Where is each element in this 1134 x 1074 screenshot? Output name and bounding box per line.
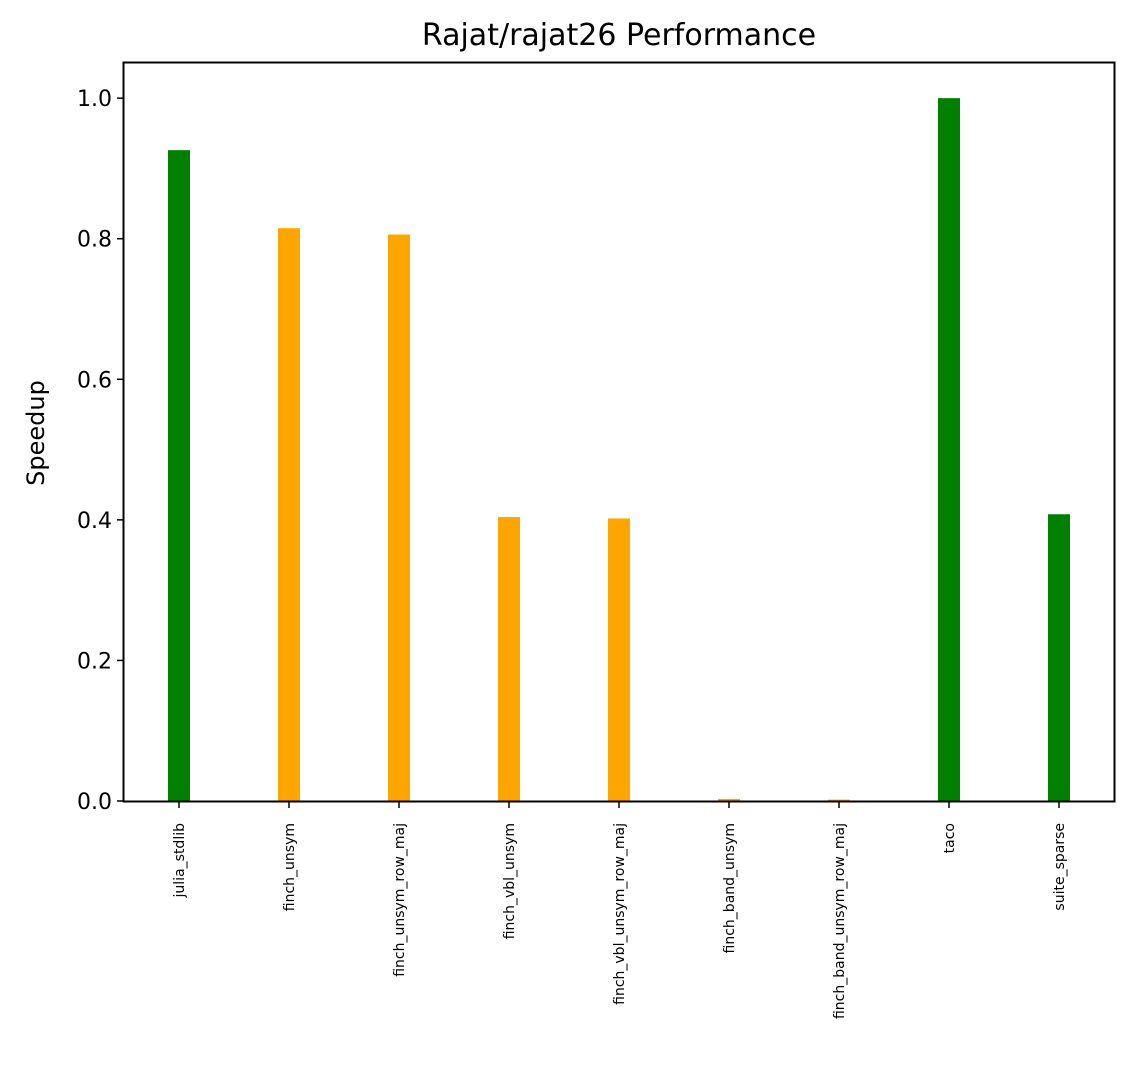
bar-finch-band-unsym-row-maj: [828, 799, 850, 801]
bar-finch-vbl-unsym: [498, 517, 520, 801]
bar-finch-band-unsym: [718, 798, 740, 801]
y-tick-label: 0.2: [77, 649, 112, 674]
y-tick-label: 0.4: [77, 509, 112, 534]
x-tick-label: finch_vbl_unsym_row_maj: [612, 823, 628, 1005]
plot-area-frame: [122, 61, 1116, 803]
x-tick-label: taco: [942, 823, 958, 853]
y-tick-label: 0.0: [77, 790, 112, 815]
x-tick-label: finch_band_unsym_row_maj: [832, 823, 848, 1019]
x-tick-label: finch_vbl_unsym: [502, 823, 518, 939]
x-tick-label: finch_unsym: [282, 823, 298, 911]
y-tick-label: 0.6: [77, 368, 112, 393]
y-tick-label: 1.0: [77, 87, 112, 112]
bar-finch-vbl-unsym-row-maj: [608, 518, 630, 801]
y-axis-ticks: 0.0 0.2 0.4 0.6 0.8 1.0: [77, 87, 124, 815]
bar-taco: [938, 98, 960, 801]
bar-finch-unsym-row-maj: [388, 234, 410, 802]
x-tick-label: finch_unsym_row_maj: [392, 823, 408, 977]
x-tick-label: julia_stdlib: [172, 823, 188, 899]
x-tick-label: suite_sparse: [1052, 823, 1068, 911]
y-axis-label: Speedup: [22, 380, 50, 486]
x-axis-ticks: julia_stdlib finch_unsym finch_unsym_row_m…: [172, 801, 1068, 1019]
bar-suite-sparse: [1048, 514, 1070, 801]
bar-julia-stdlib: [168, 150, 190, 801]
chart-title: Rajat/rajat26 Performance: [422, 18, 816, 53]
x-tick-label: finch_band_unsym: [722, 823, 738, 953]
bar-finch-unsym: [278, 228, 300, 801]
bars-group: [168, 98, 1070, 802]
y-tick-label: 0.8: [77, 228, 112, 253]
